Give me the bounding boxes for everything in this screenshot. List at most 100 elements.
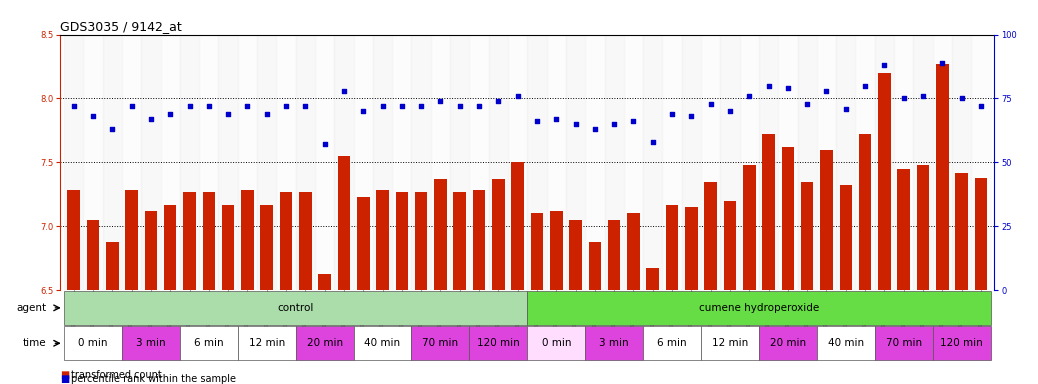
Bar [701,326,759,360]
Bar [431,35,450,290]
Point [239,103,255,109]
Bar [411,35,431,290]
Bar [103,35,122,290]
Point [375,103,391,109]
Point [645,139,661,145]
Bar [508,35,527,290]
Bar [122,326,180,360]
Bar [913,35,932,290]
Bar [759,35,778,290]
Bar [67,190,80,290]
Bar [547,35,566,290]
Bar [492,179,504,290]
Bar [723,201,736,290]
Point [683,113,700,119]
Text: 70 min: 70 min [885,338,922,348]
Bar [261,205,273,290]
Bar [472,190,486,290]
Point [471,103,488,109]
Bar [608,220,621,290]
Bar [354,35,373,290]
Bar [627,214,639,290]
Bar [334,35,354,290]
Bar [975,178,987,290]
Bar [936,64,949,290]
Bar [955,172,967,290]
Point [278,103,295,109]
Bar [527,326,585,360]
Bar [917,165,929,290]
Bar [972,35,990,290]
Text: 3 min: 3 min [599,338,629,348]
Bar [296,35,315,290]
Bar [624,35,644,290]
Bar [701,35,720,290]
Bar [141,35,161,290]
Text: agent: agent [17,303,47,313]
Bar [512,162,524,290]
Bar [589,242,601,290]
Point [856,83,873,89]
Bar [222,205,235,290]
Bar [87,220,100,290]
Point [934,60,951,66]
Point [838,106,854,112]
Point [297,103,313,109]
Text: ■: ■ [60,370,70,380]
Point [876,62,893,68]
Point [65,103,82,109]
Bar [778,35,797,290]
Bar [952,35,972,290]
Bar [450,35,469,290]
Point [124,103,140,109]
Text: 12 min: 12 min [249,338,284,348]
Text: 20 min: 20 min [306,338,343,348]
Text: percentile rank within the sample: percentile rank within the sample [71,374,236,384]
Bar [395,192,408,290]
Point [606,121,623,127]
Point [85,113,102,119]
Bar [354,326,411,360]
Bar [647,268,659,290]
Point [432,98,448,104]
Point [703,101,719,107]
Bar [415,192,428,290]
Bar [644,326,701,360]
Text: 120 min: 120 min [940,338,983,348]
Bar [743,165,756,290]
Point [548,116,565,122]
Bar [337,156,350,290]
Point [393,103,410,109]
Text: 6 min: 6 min [657,338,687,348]
Bar [932,35,952,290]
Bar [64,35,83,290]
Bar [199,35,218,290]
Text: 40 min: 40 min [364,338,401,348]
Text: 40 min: 40 min [827,338,864,348]
Bar [875,35,894,290]
Bar [202,192,215,290]
Bar [469,326,527,360]
Bar [530,214,543,290]
Bar [797,35,817,290]
Point [818,88,835,94]
Text: time: time [23,338,47,348]
Bar [604,35,624,290]
Point [355,108,372,114]
Point [452,103,468,109]
Bar [164,205,176,290]
Text: GDS3035 / 9142_at: GDS3035 / 9142_at [60,20,182,33]
Bar [144,211,157,290]
Bar [840,185,852,290]
Bar [238,35,257,290]
Point [973,103,989,109]
Point [721,108,738,114]
Point [413,103,430,109]
Text: 20 min: 20 min [770,338,805,348]
Bar [817,326,875,360]
Bar [64,326,122,360]
Point [142,116,159,122]
Point [490,98,507,104]
Bar [83,35,103,290]
Text: ■: ■ [60,374,70,384]
